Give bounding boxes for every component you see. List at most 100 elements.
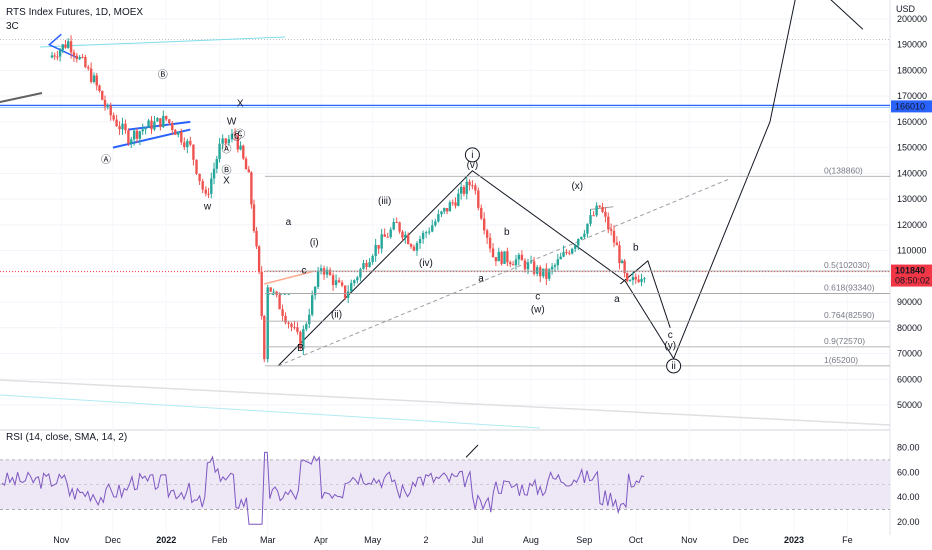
candle-body (628, 280, 632, 282)
candle-body (198, 173, 201, 182)
candle-body (480, 207, 483, 219)
candle-body (542, 268, 545, 277)
wave-label: w (203, 201, 212, 212)
candle-body (451, 202, 454, 204)
fib-level-label: 0.618(93340) (824, 282, 875, 292)
price-axis[interactable]: USD5000060000700008000090000100000110000… (891, 4, 932, 410)
candle-body (118, 126, 121, 130)
candle-body (443, 208, 446, 212)
candle-body (109, 105, 112, 116)
candle-body (431, 225, 434, 232)
candle-body (368, 262, 371, 267)
candle-body (545, 268, 548, 279)
candle-body (244, 158, 248, 170)
wave-label: Ⓐ (221, 144, 231, 156)
price-tick-label: 200000 (897, 14, 927, 24)
candle-body (328, 269, 332, 276)
candle-body (586, 223, 589, 234)
candle-body (331, 275, 335, 285)
time-axis[interactable]: Nov Dec 2022 Feb Mar Apr May 2 Jul Aug Sep Oct Nov De… (53, 535, 852, 545)
candle-body (132, 130, 136, 140)
wave-label: (x) (571, 181, 583, 192)
candle-body (215, 159, 219, 169)
candle-body (365, 262, 368, 267)
candle-body (350, 283, 353, 292)
candle-body (482, 218, 486, 231)
candle-body (406, 234, 410, 245)
candle-body (448, 202, 452, 212)
wave-label: Ⓐ (101, 154, 111, 166)
candle-body (58, 49, 62, 57)
candle-body (189, 140, 192, 145)
candle-body (272, 291, 275, 293)
price-tick-label: 50000 (897, 400, 922, 410)
wave-label: a (614, 294, 620, 305)
candle-body (353, 280, 356, 284)
price-tick-label: 70000 (897, 349, 922, 359)
time-tick-label: Nov (681, 535, 698, 545)
candle-body (207, 193, 210, 195)
candle-body (227, 139, 231, 144)
candle-body (637, 279, 640, 282)
candle-body (316, 270, 320, 287)
candle-body (67, 41, 70, 48)
rsi-axis[interactable]: 20.00 40.00 60.00 80.00 (897, 442, 920, 526)
price-tick-label: 80000 (897, 323, 922, 333)
rsi-title[interactable]: RSI (14, close, SMA, 14, 2) (6, 432, 128, 443)
candle-body (356, 277, 359, 281)
candle-body (84, 57, 87, 68)
candle-body (230, 133, 234, 140)
candle-body (340, 282, 344, 286)
symbol-title[interactable]: RTS Index Futures, 1D, MOEX (6, 7, 144, 18)
candle-body (568, 252, 571, 254)
rsi-tick-label: 80.00 (897, 442, 920, 452)
candle-body (224, 138, 227, 144)
wave-label: a (478, 273, 484, 284)
candle-body (81, 56, 84, 58)
candle-body (98, 85, 101, 91)
candle-body (598, 205, 601, 208)
candle-body (192, 144, 195, 160)
candle-body (468, 181, 471, 186)
candle-body (61, 44, 64, 50)
candle-body (371, 256, 374, 263)
fib-levels: 0(138860) 0.5(102030) 0.618(93340) 0.764(82… (265, 165, 890, 367)
candle-body (595, 205, 598, 216)
candle-body (457, 193, 460, 206)
wave-label: b (504, 227, 510, 238)
candle-body (556, 259, 560, 266)
candle-body (604, 211, 607, 217)
price-axis-unit: USD (896, 4, 916, 14)
level-price-tag (891, 100, 932, 113)
candle-body (101, 90, 104, 100)
candle-body (474, 185, 477, 191)
candle-body (589, 215, 592, 224)
candle-body (334, 280, 338, 285)
time-tick-label: Mar (260, 535, 276, 545)
candle-body (127, 130, 130, 144)
candle-body (526, 262, 530, 270)
plot-background (0, 0, 890, 535)
candle-body (135, 130, 139, 139)
candle-body (221, 138, 224, 144)
candle-body (296, 327, 299, 332)
candle-body (562, 251, 565, 257)
projection-up (673, 0, 796, 359)
candle-body (517, 254, 521, 260)
candle-body (106, 105, 109, 107)
wave-label: (iv) (419, 258, 433, 269)
top-triangle (47, 33, 78, 59)
candle-body (506, 251, 509, 263)
candle-body (242, 145, 245, 159)
drawings (0, 0, 891, 429)
wave-label: c (301, 266, 306, 277)
lower-channel-line (0, 379, 891, 426)
candle-body (383, 234, 386, 237)
candle-body (404, 234, 407, 238)
wave-label: (iii) (378, 196, 391, 207)
candle-body (153, 121, 156, 130)
candle-body (509, 262, 512, 265)
candle-body (640, 278, 643, 282)
candle-body (500, 251, 503, 264)
